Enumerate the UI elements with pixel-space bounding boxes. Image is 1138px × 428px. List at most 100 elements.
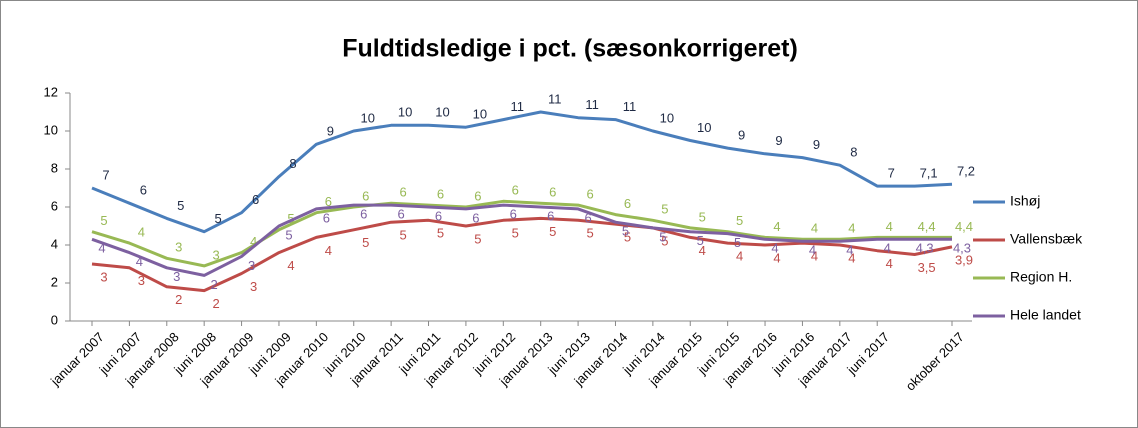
data-label: 10 [361, 110, 375, 125]
data-label: 2 [213, 296, 220, 311]
data-label: 4 [771, 241, 778, 256]
data-label: 5 [285, 227, 292, 242]
data-label: 6 [325, 194, 332, 209]
data-label: 6 [140, 183, 147, 198]
data-label: 9 [738, 128, 745, 143]
data-label: 4 [809, 243, 816, 258]
data-label: 7 [102, 167, 109, 182]
data-label: 4 [886, 219, 893, 234]
data-label: 9 [327, 124, 334, 139]
data-label: 5 [736, 213, 743, 228]
data-label: 3 [213, 247, 220, 262]
data-label: 4 [773, 219, 780, 234]
data-label: 6 [510, 207, 517, 222]
data-label: 6 [437, 187, 444, 202]
data-label: 6 [362, 188, 369, 203]
data-label: 4,4 [918, 219, 936, 234]
data-label: 3,9 [955, 252, 973, 267]
data-label: 4 [136, 254, 143, 269]
y-tick-label: 8 [51, 160, 58, 175]
data-label: 5 [474, 231, 481, 246]
data-label: 4 [848, 221, 855, 236]
data-label: 5 [586, 226, 593, 241]
data-label: 4 [138, 225, 145, 240]
data-label: 5 [697, 233, 704, 248]
data-label: 9 [813, 137, 820, 152]
chart-title: Fuldtidsledige i pct. (sæsonkorrigeret) [342, 35, 798, 63]
data-label: 5 [734, 235, 741, 250]
y-tick-label: 10 [44, 122, 58, 137]
data-label: 5 [549, 224, 556, 239]
data-label: 5 [362, 235, 369, 250]
data-label: 5 [215, 211, 222, 226]
data-label: 4 [846, 243, 853, 258]
data-label: 4,3 [916, 241, 934, 256]
data-label: 4 [287, 258, 294, 273]
data-label: 7,2 [957, 164, 975, 179]
data-label: 8 [850, 145, 857, 160]
data-label: 10 [697, 120, 711, 135]
data-label: 6 [584, 210, 591, 225]
data-label: 3,5 [918, 260, 936, 275]
data-label: 3 [250, 279, 257, 294]
data-label: 6 [398, 207, 405, 222]
data-label: 4 [811, 249, 818, 264]
data-label: 3 [248, 258, 255, 273]
data-label: 6 [547, 208, 554, 223]
series-line [91, 203, 952, 277]
data-label: 11 [548, 91, 562, 106]
data-label: 5 [622, 224, 629, 239]
data-label: 7 [888, 166, 895, 181]
data-label: 6 [360, 207, 367, 222]
data-label: 5 [287, 211, 294, 226]
data-label: 6 [549, 185, 556, 200]
data-label: 4 [325, 243, 332, 258]
data-label: 4 [848, 250, 855, 265]
data-label: 4 [699, 243, 706, 258]
data-label: 6 [472, 210, 479, 225]
data-label: 4 [886, 256, 893, 271]
legend-label: Vallensbæk [1010, 231, 1083, 247]
data-label: 5 [661, 233, 668, 248]
data-label: 11 [585, 97, 599, 112]
data-label: 9 [775, 133, 782, 148]
data-label: 4 [773, 250, 780, 265]
data-label: 4 [736, 249, 743, 264]
data-label: 5 [100, 213, 107, 228]
legend-label: Ishøj [1010, 193, 1040, 209]
data-label: 4,3 [953, 241, 971, 256]
data-label: 4 [811, 221, 818, 236]
data-label: 4 [884, 241, 891, 256]
data-label: 6 [624, 196, 631, 211]
data-label: 5 [400, 228, 407, 243]
data-label: 4,4 [955, 219, 973, 234]
data-label: 2 [211, 277, 218, 292]
y-tick-label: 0 [51, 312, 58, 327]
series-line [91, 199, 952, 268]
data-label: 5 [177, 198, 184, 213]
data-label: 4 [250, 234, 257, 249]
data-label: 10 [660, 110, 674, 125]
data-label: 5 [437, 226, 444, 241]
data-label: 3 [175, 240, 182, 255]
y-tick-label: 2 [51, 274, 58, 289]
data-label: 3 [100, 269, 107, 284]
data-label: 5 [661, 202, 668, 217]
data-label: 7,1 [920, 166, 938, 181]
data-label: 4 [98, 241, 105, 256]
data-label: 5 [512, 226, 519, 241]
data-label: 3 [173, 269, 180, 284]
y-tick-label: 6 [51, 198, 58, 213]
data-label: 5 [659, 229, 666, 244]
data-label: 5 [624, 230, 631, 245]
data-label: 6 [400, 185, 407, 200]
data-label: 10 [435, 105, 449, 120]
data-label: 6 [512, 183, 519, 198]
legend-label: Region H. [1010, 269, 1072, 285]
data-label: 6 [323, 210, 330, 225]
data-label: 3 [138, 273, 145, 288]
y-tick-label: 12 [44, 84, 58, 99]
data-label: 6 [252, 192, 259, 207]
